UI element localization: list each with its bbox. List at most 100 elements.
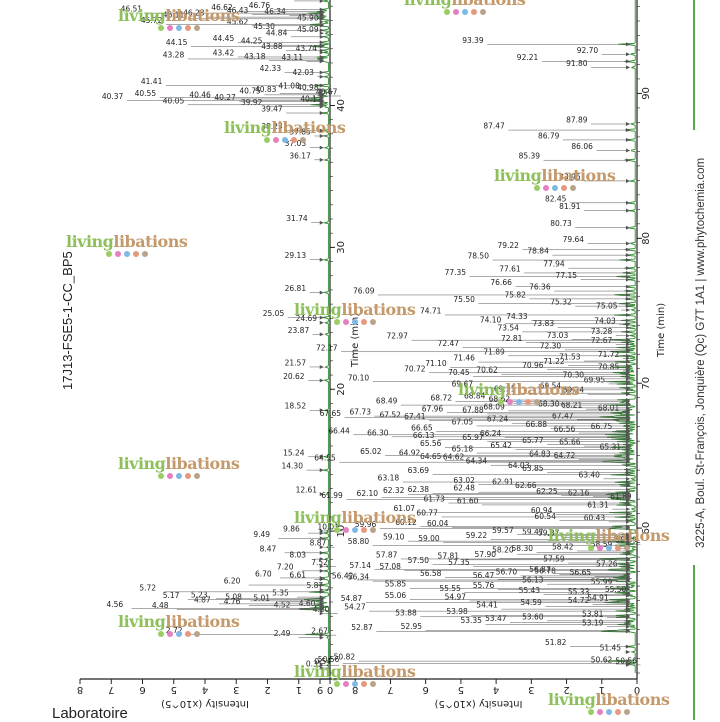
peak-label: 62.25 (536, 487, 558, 496)
peak-label: 56.70 (496, 567, 518, 576)
peak-label: 39.47 (261, 105, 283, 114)
peak-arrow-icon (625, 556, 630, 561)
sample-id-label: 17J13-FSE5-1-CC_BP5 (60, 251, 75, 390)
peak-label: 54.97 (445, 592, 467, 601)
peak-arrow-icon (319, 88, 324, 93)
peak-arrow-icon (319, 83, 324, 88)
peak-arrow-icon (625, 487, 630, 492)
peak-arrow-icon (319, 19, 324, 24)
peak-arrow-icon (319, 595, 324, 600)
peak-label: 6.70 (255, 569, 272, 578)
peak-label: 92.70 (577, 46, 599, 55)
peak-arrow-icon (625, 561, 630, 566)
peak-arrow-icon (319, 557, 324, 562)
peak-label: 46.43 (227, 6, 249, 15)
peak-label: 5.08 (225, 592, 242, 601)
peak-label: 8.03 (289, 551, 306, 560)
peak-label: 76.09 (353, 286, 375, 295)
peak-label: 67.65 (320, 409, 342, 418)
peak-label: 41.08 (278, 82, 300, 91)
peak-arrow-icon (625, 661, 630, 666)
peak-arrow-icon (319, 7, 324, 12)
peak-arrow-icon (625, 628, 630, 633)
peak-label: 5.23 (191, 590, 208, 599)
peak-label: 44.45 (213, 34, 235, 43)
peak-label: 75.50 (453, 295, 475, 304)
y-tick-label: 40 (336, 99, 347, 112)
peak-arrow-icon (319, 40, 324, 45)
peak-label: 56.65 (570, 568, 592, 577)
peak-arrow-icon (319, 536, 324, 541)
peak-arrow-icon (625, 480, 630, 485)
peak-label: 45.72 (141, 16, 163, 25)
peak-arrow-icon (625, 345, 630, 350)
peak-label: 0.54 (314, 657, 331, 666)
peak-label: 4.48 (152, 601, 169, 610)
peak-arrow-icon (625, 329, 630, 334)
peak-label: 40.83 (255, 85, 277, 94)
peak-label: 5.87 (307, 581, 324, 590)
x-tick-label: 5 (458, 684, 464, 695)
peak-label: 41.41 (141, 77, 163, 86)
peak-label: 65.42 (490, 441, 512, 450)
peak-label: 69.67 (452, 379, 474, 388)
peak-arrow-icon (625, 649, 630, 654)
peak-arrow-icon (625, 318, 630, 323)
x-axis-title: Intensity (x10^5) (161, 698, 249, 709)
peak-label: 18.52 (285, 402, 307, 411)
peak-label: 43.18 (244, 52, 266, 61)
peak-label: 4.76 (224, 597, 241, 606)
peak-label: 65.02 (360, 447, 382, 456)
peak-label: 72.81 (501, 334, 523, 343)
peak-label: 63.85 (522, 464, 544, 473)
peak-arrow-icon (625, 270, 630, 275)
peak-label: 55.43 (519, 586, 541, 595)
peak-label: 6.61 (289, 571, 306, 580)
peak-arrow-icon (319, 364, 324, 369)
x-tick-label: 3 (233, 684, 239, 695)
peak-label: 58.20 (492, 546, 514, 555)
peak-label: 5.01 (253, 593, 270, 602)
peak-arrow-icon (625, 292, 630, 297)
peak-arrow-icon (319, 28, 324, 33)
peak-arrow-icon (319, 454, 324, 459)
x-tick-label: 8 (352, 684, 358, 695)
peak-label: 70.62 (476, 366, 498, 375)
peak-label: 55.06 (385, 591, 407, 600)
peak-label: 62.66 (515, 481, 537, 490)
peak-label: 40.37 (102, 92, 124, 101)
peak-arrow-icon (625, 613, 630, 618)
peak-arrow-icon (625, 200, 630, 205)
peak-label: 87.89 (566, 115, 588, 124)
peak-label: 66.13 (413, 431, 435, 440)
peak-label: 77.94 (543, 260, 565, 269)
peak-label: 60.94 (531, 506, 553, 515)
peak-label: 40.55 (135, 89, 157, 98)
peak-arrow-icon (625, 532, 630, 537)
green-rule-top (693, 0, 695, 130)
peak-arrow-icon (319, 583, 324, 588)
peak-arrow-icon (625, 470, 630, 475)
peak-arrow-icon (625, 385, 630, 390)
peak-label: 76.66 (490, 278, 512, 287)
peak-label: 71.22 (543, 357, 565, 366)
peak-label: 85.39 (519, 152, 541, 161)
peak-arrow-icon (625, 398, 630, 403)
peak-arrow-icon (625, 253, 630, 258)
peak-label: 62.48 (453, 484, 475, 493)
peak-label: 50.62 (591, 656, 613, 665)
peak-label: 65.77 (522, 436, 544, 445)
peak-label: 64.92 (399, 448, 421, 457)
x-tick-label: 5 (171, 684, 177, 695)
peak-label: 2.67 (311, 627, 328, 636)
peak-arrow-icon (319, 528, 324, 533)
peak-label: 40.98 (297, 83, 319, 92)
peak-arrow-icon (625, 490, 630, 495)
peak-label: 74.33 (506, 312, 528, 321)
peak-label: 58.30 (512, 544, 534, 553)
peak-label: 38.23 (261, 122, 283, 131)
peak-arrow-icon (625, 607, 630, 612)
peak-arrow-icon (319, 31, 324, 36)
peak-label: 87.47 (483, 122, 505, 131)
